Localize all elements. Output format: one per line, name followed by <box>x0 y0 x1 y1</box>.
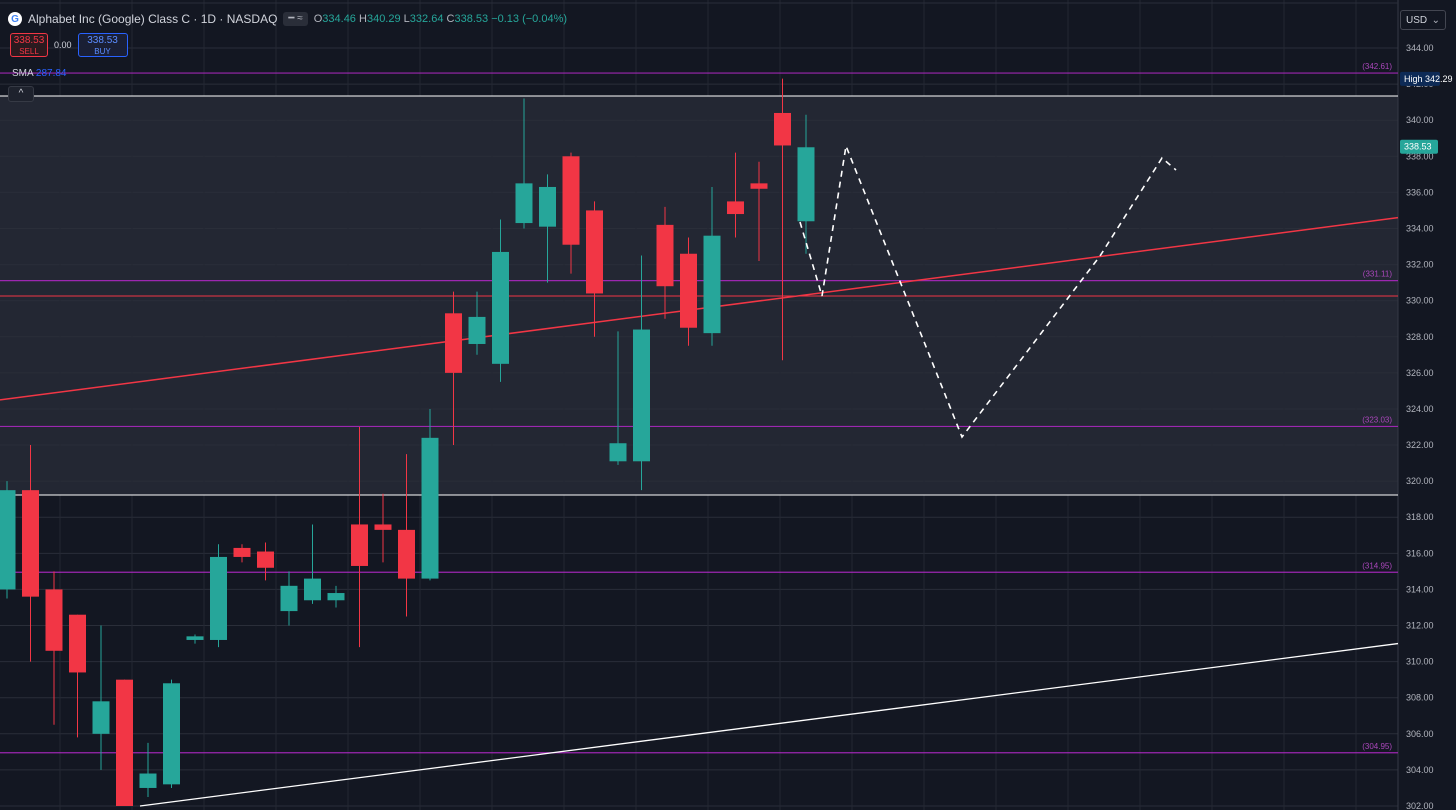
candle-body <box>445 313 462 373</box>
candle-body <box>750 183 768 189</box>
currency-select[interactable]: USD ⌄ <box>1400 10 1446 30</box>
y-tick-label: 344.00 <box>1406 43 1434 53</box>
y-tick-label: 324.00 <box>1406 404 1434 414</box>
candle-body <box>468 316 486 344</box>
level-label: (331.11) <box>1363 270 1393 279</box>
y-tick-label: 336.00 <box>1406 187 1434 197</box>
y-tick-label: 328.00 <box>1406 332 1434 342</box>
candle-body <box>421 437 439 579</box>
last-price-tag-box <box>1400 139 1438 154</box>
close-value: 338.53 <box>454 13 489 25</box>
level-label: (323.03) <box>1362 415 1392 424</box>
candle-body <box>22 490 39 597</box>
candle-body <box>703 235 721 334</box>
level-label: (314.95) <box>1362 561 1392 570</box>
y-tick-label: 312.00 <box>1406 621 1434 631</box>
candle-body <box>280 585 298 612</box>
chevron-down-icon: ⌄ <box>1431 15 1440 26</box>
low-value: 332.64 <box>409 13 444 25</box>
sell-button[interactable]: 338.53 SELL <box>10 33 48 57</box>
y-tick-label: 330.00 <box>1406 296 1434 306</box>
candle-body <box>680 253 697 328</box>
candle-body <box>186 636 204 640</box>
y-tick-label: 340.00 <box>1406 115 1434 125</box>
candle-body <box>515 183 533 224</box>
candle-body <box>69 614 86 673</box>
candle-body <box>351 524 368 566</box>
candle-body <box>492 251 509 364</box>
high-tag-label: High 342.29 <box>1404 74 1453 84</box>
y-tick-label: 332.00 <box>1406 260 1434 270</box>
candle-body <box>727 201 744 215</box>
level-label: (342.61) <box>1362 62 1392 71</box>
candle-body <box>398 529 415 579</box>
projected-path <box>799 143 1177 439</box>
red-trend-line <box>0 216 1399 401</box>
candle-body <box>92 701 110 734</box>
y-tick-label: 310.00 <box>1406 657 1434 667</box>
candle-body <box>257 551 274 568</box>
change-value: −0.13 (−0.04%) <box>491 13 568 25</box>
google-logo-icon: G <box>8 12 22 26</box>
candle-body <box>233 547 251 557</box>
candle-body <box>609 443 627 462</box>
candle-body <box>210 556 227 640</box>
white-trend-line <box>139 642 1399 807</box>
candle-body <box>327 593 345 601</box>
level-label: (304.95) <box>1362 742 1392 751</box>
candle-body <box>374 524 392 530</box>
y-tick-label: 320.00 <box>1406 476 1434 486</box>
y-tick-label: 316.00 <box>1406 548 1434 558</box>
candle-body <box>116 679 133 806</box>
candle-body <box>562 156 580 245</box>
y-tick-label: 304.00 <box>1406 765 1434 775</box>
ohlc-readout: O334.46 H340.29 L332.64 C338.53 −0.13 (−… <box>313 13 568 25</box>
visibility-toggle-icon[interactable]: ━ ≈ <box>283 12 308 26</box>
candle-body <box>163 683 180 785</box>
y-tick-label: 326.00 <box>1406 368 1434 378</box>
candle-body <box>45 589 63 651</box>
spread-value: 0.00 <box>54 40 72 50</box>
y-tick-label: 302.00 <box>1406 801 1434 810</box>
candle-body <box>656 224 674 287</box>
y-tick-label: 314.00 <box>1406 584 1434 594</box>
candle-body <box>586 210 603 294</box>
candle-body <box>139 773 157 788</box>
candle-body <box>797 147 815 222</box>
candle-body <box>0 490 16 590</box>
trade-panel: 338.53 SELL 0.00 338.53 BUY <box>10 33 128 57</box>
last-price-tag: 338.53 <box>1404 142 1432 152</box>
candle-body <box>774 112 791 146</box>
symbol-header: G Alphabet Inc (Google) Class C · 1D · N… <box>8 12 567 26</box>
candle-body <box>304 578 321 601</box>
y-tick-label: 334.00 <box>1406 223 1434 233</box>
symbol-title[interactable]: Alphabet Inc (Google) Class C · 1D · NAS… <box>28 12 278 26</box>
open-value: 334.46 <box>322 13 356 25</box>
high-tag-box <box>1400 71 1440 86</box>
y-tick-label: 322.00 <box>1406 440 1434 450</box>
buy-button[interactable]: 338.53 BUY <box>77 33 128 57</box>
sma-indicator-label[interactable]: SMA 287.84 <box>12 68 67 79</box>
y-tick-label: 318.00 <box>1406 512 1434 522</box>
candle-body <box>633 329 650 462</box>
high-value: 340.29 <box>366 13 401 25</box>
y-tick-label: 308.00 <box>1406 693 1434 703</box>
collapse-legend-button[interactable]: ^ <box>8 86 34 102</box>
y-tick-label: 306.00 <box>1406 729 1434 739</box>
y-tick-label: 338.00 <box>1406 151 1434 161</box>
candle-body <box>539 186 556 227</box>
